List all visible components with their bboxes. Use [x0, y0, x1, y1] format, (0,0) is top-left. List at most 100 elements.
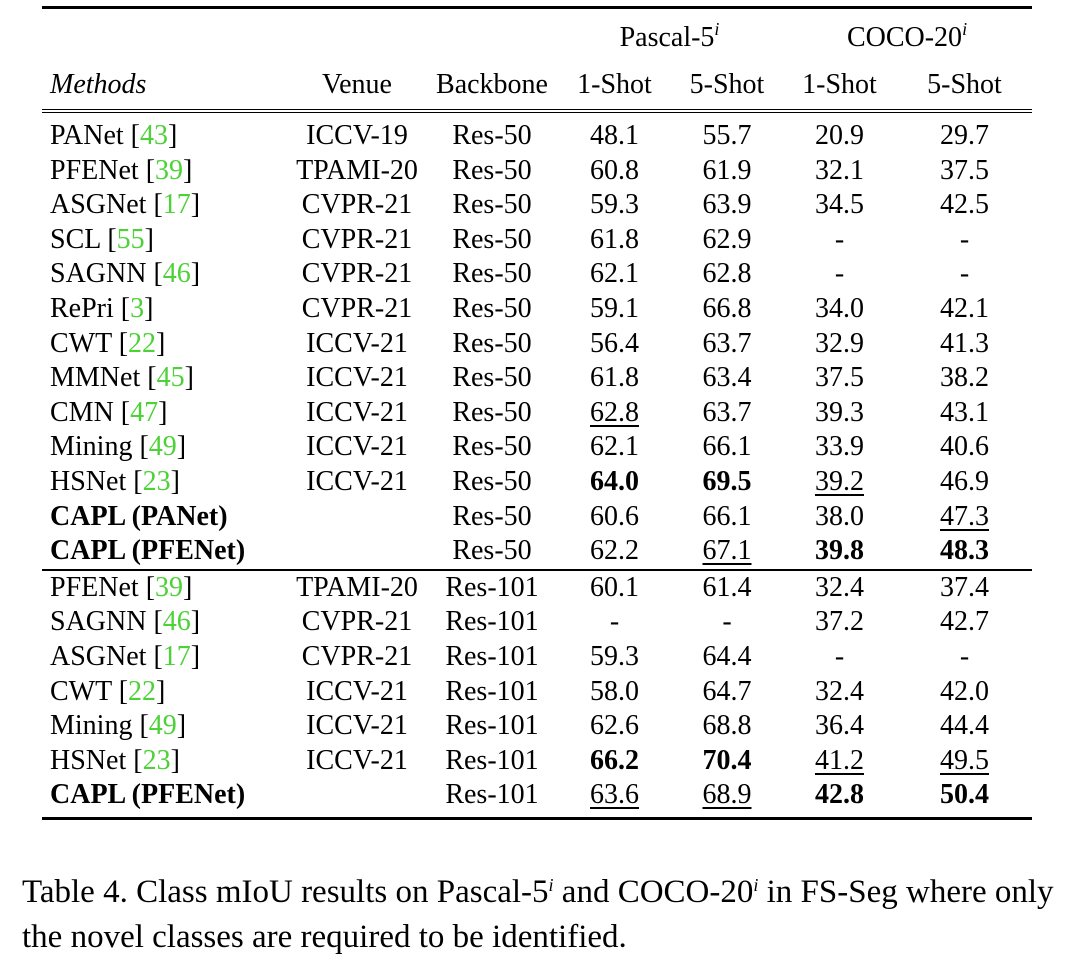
backbone-cell: Res-50	[427, 292, 557, 327]
p1-cell: 56.4	[557, 327, 672, 362]
method-cell: SAGNN [46]	[50, 258, 201, 290]
method-name: Mining	[50, 710, 133, 742]
venue-value: ICCV-19	[306, 120, 408, 151]
table-row: CMN [47] ICCV-21 Res-50 62.8 63.7 39.3 43.1	[42, 396, 1032, 431]
method-name: CWT	[50, 675, 112, 707]
c5-value: -	[959, 640, 970, 672]
c1-cell: 32.9	[782, 327, 897, 362]
c1-value: 39.8	[815, 535, 864, 567]
p5-cell: 61.4	[672, 568, 782, 606]
citation-link[interactable]: 46	[162, 606, 191, 638]
backbone-value: Res-50	[452, 465, 532, 497]
p5-value: 66.8	[702, 292, 752, 324]
c5-cell: 42.5	[897, 188, 1032, 223]
backbone-value: Res-101	[445, 675, 539, 707]
method-name: PFENet	[50, 571, 139, 603]
citation-link[interactable]: 22	[128, 327, 157, 359]
citation-link[interactable]: 23	[142, 465, 171, 497]
c5-value: -	[959, 258, 970, 290]
c1-cell: 34.5	[782, 188, 897, 223]
c1-cell: 38.0	[782, 500, 897, 535]
backbone-value: Res-101	[445, 571, 539, 603]
citation-link[interactable]: 39	[155, 154, 184, 186]
p5-cell: 55.7	[672, 111, 782, 154]
c1-value: 34.5	[815, 189, 864, 221]
citation-link[interactable]: 3	[130, 292, 145, 324]
backbone-value: Res-50	[452, 223, 532, 255]
c5-cell: 46.9	[897, 465, 1032, 500]
c5-cell: 47.3	[897, 500, 1032, 535]
citation-link[interactable]: 46	[162, 258, 191, 290]
method-cell: RePri [3]	[50, 292, 154, 324]
p5-value: 69.5	[702, 465, 752, 497]
method-cell: CAPL (PANet)	[42, 500, 287, 535]
c1-value: 42.8	[815, 779, 864, 811]
venue-cell: CVPR-21	[287, 223, 427, 258]
venue-cell: ICCV-21	[287, 465, 427, 500]
c5-cell: -	[897, 640, 1032, 675]
backbone-value: Res-50	[452, 535, 532, 567]
p5-value: 63.4	[702, 362, 752, 394]
c5-cell: 50.4	[897, 778, 1033, 820]
venue-cell: ICCV-21	[287, 430, 427, 465]
p1-cell: -	[557, 605, 672, 640]
results-table-container: Pascal-5i COCO-20i Methods Venue Backbon…	[42, 6, 1033, 820]
p1-cell: 59.3	[557, 640, 672, 675]
p5-cell: 63.9	[672, 188, 782, 223]
venue-value: ICCV-21	[306, 327, 408, 359]
p1-value: -	[609, 606, 620, 638]
c5-cell: -	[897, 223, 1032, 258]
citation-link[interactable]: 47	[130, 396, 159, 428]
c5-value: 29.7	[940, 120, 989, 151]
venue-cell: CVPR-21	[287, 257, 427, 292]
method-cell: PFENet [39]	[42, 568, 287, 606]
method-cell: CAPL (PFENet)	[42, 778, 287, 820]
backbone-cell: Res-101	[427, 744, 557, 779]
citation-link[interactable]: 23	[142, 744, 171, 776]
p1-cell: 60.8	[557, 154, 672, 189]
c1-value: 20.9	[815, 120, 864, 151]
venue-cell: CVPR-21	[287, 188, 427, 223]
citation-link[interactable]: 22	[128, 675, 157, 707]
backbone-value: Res-101	[445, 640, 539, 672]
c5-value: 46.9	[940, 465, 989, 497]
table-row: HSNet [23] ICCV-21 Res-50 64.0 69.5 39.2 46.9	[42, 465, 1032, 500]
table-row: MMNet [45] ICCV-21 Res-50 61.8 63.4 37.5 38.2	[42, 361, 1032, 396]
p5-cell: 62.8	[672, 257, 782, 292]
header-methods: Methods	[42, 67, 287, 113]
c1-value: 38.0	[815, 500, 864, 532]
c5-cell: 42.7	[897, 605, 1032, 640]
citation-link[interactable]: 17	[162, 189, 191, 221]
citation-link[interactable]: 49	[148, 710, 177, 742]
p5-value: 63.7	[702, 327, 752, 359]
method-name: CAPL (PANet)	[50, 500, 228, 532]
backbone-value: Res-101	[445, 606, 539, 638]
method-name: ASGNet	[50, 189, 147, 221]
method-cell: SCL [55]	[50, 223, 154, 255]
p1-value: 59.1	[590, 292, 639, 324]
method-cell: Mining [49]	[50, 710, 187, 742]
c1-cell: 33.9	[782, 430, 897, 465]
p5-cell: 63.7	[672, 396, 782, 431]
citation-link[interactable]: 39	[155, 571, 184, 603]
p5-cell: 63.4	[672, 361, 782, 396]
c5-cell: 29.7	[897, 111, 1032, 154]
header-pascal-group: Pascal-5i	[557, 6, 782, 67]
venue-cell	[287, 534, 427, 570]
p5-value: -	[722, 606, 732, 638]
table-row: CAPL (PFENet) Res-50 62.2 67.1 39.8 48.3	[42, 534, 1032, 570]
citation-link[interactable]: 55	[116, 223, 145, 255]
c1-cell: -	[782, 257, 897, 292]
p1-cell: 48.1	[557, 111, 672, 154]
c5-value: 41.3	[940, 327, 989, 359]
p5-cell: 69.5	[672, 465, 782, 500]
p5-value: 63.7	[702, 396, 752, 428]
table-caption: Table 4. Class mIoU results on Pascal-5i…	[22, 874, 1054, 955]
citation-link[interactable]: 45	[156, 362, 185, 394]
method-cell: ASGNet [17]	[50, 640, 201, 672]
citation-link[interactable]: 49	[148, 431, 177, 463]
citation-link[interactable]: 43	[139, 120, 168, 151]
venue-value: TPAMI-20	[296, 154, 418, 186]
c1-cell: 42.8	[782, 778, 897, 820]
citation-link[interactable]: 17	[162, 640, 191, 672]
